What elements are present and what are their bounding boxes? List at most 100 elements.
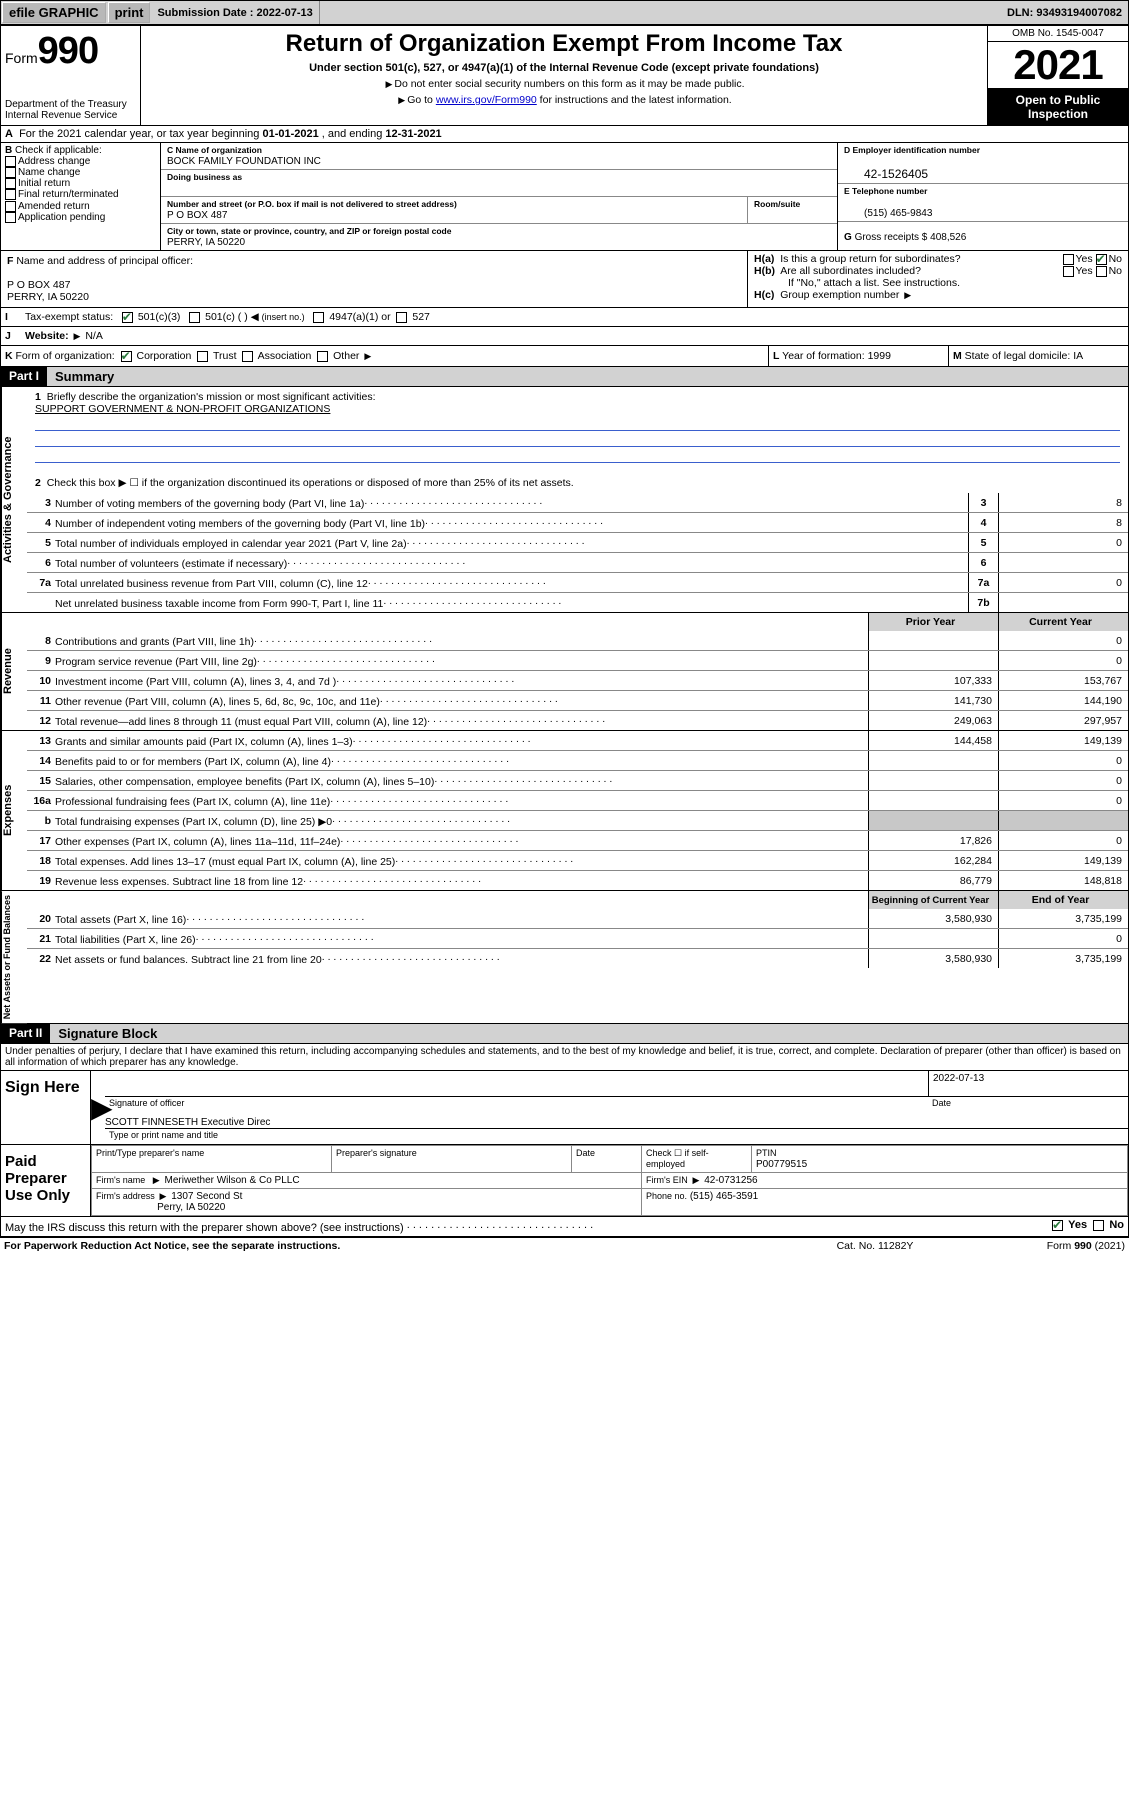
summary-line: 9Program service revenue (Part VIII, lin… [27, 650, 1128, 670]
summary-line: 14Benefits paid to or for members (Part … [27, 750, 1128, 770]
cb-527[interactable] [396, 312, 407, 323]
dept-treasury: Department of the Treasury Internal Reve… [5, 99, 127, 121]
firm-addr2: Perry, IA 50220 [157, 1202, 225, 1213]
cb-discuss-no[interactable] [1093, 1220, 1104, 1231]
form-title: Return of Organization Exempt From Incom… [149, 30, 979, 58]
public-inspection: Open to Public Inspection [988, 89, 1128, 125]
part2-header: Part II Signature Block [0, 1024, 1129, 1044]
discuss-row: May the IRS discuss this return with the… [0, 1217, 1129, 1237]
summary-line: 22Net assets or fund balances. Subtract … [27, 948, 1128, 968]
summary-line: Net unrelated business taxable income fr… [27, 592, 1128, 612]
firm-addr1: 1307 Second St [171, 1191, 242, 1202]
cb-application-pending[interactable] [5, 212, 16, 223]
telephone: (515) 465-9843 [844, 208, 932, 219]
summary-line: 20Total assets (Part X, line 16)3,580,93… [27, 909, 1128, 928]
form-subtitle: Under section 501(c), 527, or 4947(a)(1)… [149, 62, 979, 74]
cb-hb-yes[interactable] [1063, 266, 1074, 277]
summary-line: 3Number of voting members of the governi… [27, 493, 1128, 512]
governance-section: Activities & Governance 1 Briefly descri… [0, 387, 1129, 613]
cb-501c3[interactable] [122, 312, 133, 323]
tax-year: 2021 [988, 42, 1128, 89]
summary-line: 21Total liabilities (Part X, line 26)0 [27, 928, 1128, 948]
summary-line: 19Revenue less expenses. Subtract line 1… [27, 870, 1128, 890]
firm-name: Meriwether Wilson & Co PLLC [165, 1175, 300, 1186]
form-number: Form990 [5, 30, 136, 73]
city-state-zip: PERRY, IA 50220 [167, 237, 245, 248]
summary-line: 5Total number of individuals employed in… [27, 532, 1128, 552]
sign-here-label: Sign Here [1, 1071, 91, 1144]
cb-501c[interactable] [189, 312, 200, 323]
netassets-section: Net Assets or Fund Balances Beginning of… [0, 891, 1129, 1024]
row-j: J Website: N/A [0, 327, 1129, 346]
gross-receipts: 408,526 [930, 232, 966, 243]
irs-link[interactable]: www.irs.gov/Form990 [436, 94, 537, 106]
summary-line: 13Grants and similar amounts paid (Part … [27, 731, 1128, 750]
vlabel-governance: Activities & Governance [1, 387, 27, 612]
hdr-end-year: End of Year [998, 891, 1128, 909]
officer-addr2: PERRY, IA 50220 [7, 291, 89, 303]
street-address: P O BOX 487 [167, 210, 227, 221]
part1-header: Part I Summary [0, 367, 1129, 387]
summary-line: bTotal fundraising expenses (Part IX, co… [27, 810, 1128, 830]
hdr-begin-year: Beginning of Current Year [868, 891, 998, 909]
cb-ha-yes[interactable] [1063, 254, 1074, 265]
summary-line: 16aProfessional fundraising fees (Part I… [27, 790, 1128, 810]
goto-note: Go to www.irs.gov/Form990 for instructio… [149, 94, 979, 106]
cb-discuss-yes[interactable] [1052, 1220, 1063, 1231]
perjury-declaration: Under penalties of perjury, I declare th… [0, 1044, 1129, 1071]
print-button[interactable]: print [108, 2, 151, 23]
cb-ha-no[interactable] [1096, 254, 1107, 265]
hdr-current-year: Current Year [998, 613, 1128, 631]
year-formation: 1999 [868, 350, 891, 362]
row-i: I Tax-exempt status: 501(c)(3) 501(c) ( … [0, 308, 1129, 327]
state-domicile: IA [1073, 350, 1083, 362]
summary-line: 11Other revenue (Part VIII, column (A), … [27, 690, 1128, 710]
summary-line: 8Contributions and grants (Part VIII, li… [27, 631, 1128, 650]
cb-name-change[interactable] [5, 167, 16, 178]
cb-initial-return[interactable] [5, 178, 16, 189]
cb-final-return[interactable] [5, 189, 16, 200]
sign-date: 2022-07-13 [928, 1071, 1128, 1097]
vlabel-expenses: Expenses [1, 731, 27, 890]
summary-line: 15Salaries, other compensation, employee… [27, 770, 1128, 790]
form-header: Form990 Department of the Treasury Inter… [0, 25, 1129, 126]
ein: 42-1526405 [844, 167, 928, 181]
cb-trust[interactable] [197, 351, 208, 362]
cb-other[interactable] [317, 351, 328, 362]
cb-hb-no[interactable] [1096, 266, 1107, 277]
row-klm: K Form of organization: Corporation Trus… [0, 346, 1129, 367]
row-a-tax-year: A For the 2021 calendar year, or tax yea… [0, 126, 1129, 143]
col-b-checkboxes: B Check if applicable: Address change Na… [1, 143, 161, 250]
omb-number: OMB No. 1545-0047 [988, 26, 1128, 42]
summary-line: 7aTotal unrelated business revenue from … [27, 572, 1128, 592]
cb-address-change[interactable] [5, 156, 16, 167]
ptin: P00779515 [756, 1159, 807, 1170]
paid-preparer-label: Paid Preparer Use Only [1, 1145, 91, 1216]
paid-preparer-block: Paid Preparer Use Only Print/Type prepar… [0, 1145, 1129, 1217]
vlabel-netassets: Net Assets or Fund Balances [1, 891, 27, 1023]
vlabel-revenue: Revenue [1, 613, 27, 730]
row-f-h: F Name and address of principal officer:… [0, 251, 1129, 308]
cb-corp[interactable] [121, 351, 132, 362]
summary-line: 4Number of independent voting members of… [27, 512, 1128, 532]
submission-date: Submission Date : 2022-07-13 [151, 1, 319, 24]
mission-text: SUPPORT GOVERNMENT & NON-PROFIT ORGANIZA… [35, 403, 330, 415]
website: N/A [85, 330, 103, 342]
sign-block: Sign Here ▶ 2022-07-13 Signature of offi… [0, 1071, 1129, 1145]
hdr-prior-year: Prior Year [868, 613, 998, 631]
firm-ein: 42-0731256 [704, 1175, 757, 1186]
efile-button[interactable]: efile GRAPHIC [2, 2, 106, 23]
cb-amended-return[interactable] [5, 201, 16, 212]
cb-4947[interactable] [313, 312, 324, 323]
dln-label: DLN: 93493194007082 [1001, 1, 1128, 24]
org-name: BOCK FAMILY FOUNDATION INC [167, 156, 321, 167]
summary-line: 18Total expenses. Add lines 13–17 (must … [27, 850, 1128, 870]
cb-assoc[interactable] [242, 351, 253, 362]
top-toolbar: efile GRAPHIC print Submission Date : 20… [0, 0, 1129, 25]
page-footer: For Paperwork Reduction Act Notice, see … [0, 1237, 1129, 1254]
identity-block: B Check if applicable: Address change Na… [0, 143, 1129, 251]
col-de: D Employer identification number 42-1526… [838, 143, 1128, 250]
expenses-section: Expenses 13Grants and similar amounts pa… [0, 731, 1129, 891]
summary-line: 6Total number of volunteers (estimate if… [27, 552, 1128, 572]
col-c-org-info: C Name of organization BOCK FAMILY FOUND… [161, 143, 838, 250]
